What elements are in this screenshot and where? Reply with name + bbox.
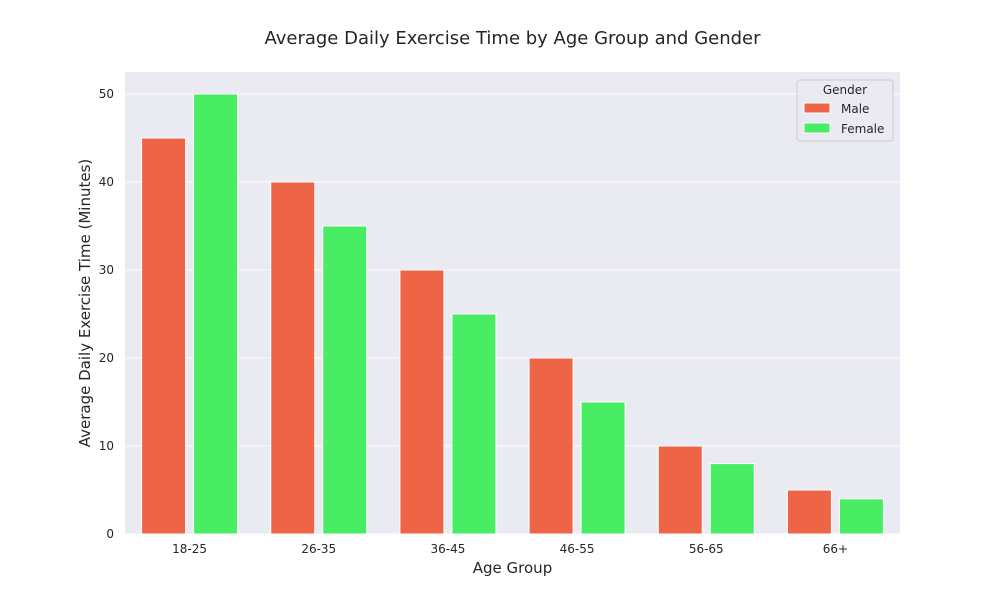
y-tick-label: 20 [99,351,114,365]
gridlines [125,93,900,535]
x-tick-label: 36-45 [430,542,465,556]
legend: Gender Male Female [796,79,894,142]
bar-female-2 [451,313,497,535]
y-tick-labels: 0 10 20 30 40 50 [99,87,114,541]
x-tick-label: 46-55 [560,542,595,556]
x-axis-label: Age Group [473,559,552,577]
y-tick-label: 10 [99,439,114,453]
bar-female-4 [709,463,755,535]
y-tick-label: 30 [99,263,114,277]
bar-female-1 [322,225,368,535]
legend-swatch-male [803,102,831,114]
x-tick-label: 56-65 [689,542,724,556]
y-tick-label: 0 [106,527,114,541]
chart-title: Average Daily Exercise Time by Age Group… [264,28,761,49]
legend-swatch-female [803,122,831,134]
bar-male-3 [528,357,574,535]
y-tick-label: 40 [99,175,114,189]
x-tick-label: 18-25 [172,542,207,556]
bar-female-0 [193,93,239,535]
y-axis-label: Average Daily Exercise Time (Minutes) [76,159,94,448]
x-tick-label: 26-35 [301,542,336,556]
bar-male-0 [141,137,187,535]
bar-female-3 [580,401,626,535]
legend-label-male: Male [841,102,869,116]
bar-female-5 [838,498,884,535]
legend-label-female: Female [841,122,884,136]
legend-title: Gender [823,83,867,97]
x-tick-label: 66+ [823,542,848,556]
plot-background [125,72,900,534]
bar-male-1 [270,181,316,535]
bar-male-4 [657,445,703,535]
x-tick-labels: 18-25 26-35 36-45 46-55 56-65 66+ [172,542,848,556]
bar-male-5 [786,489,832,535]
bar-male-2 [399,269,445,535]
bars [141,93,884,535]
y-tick-label: 50 [99,87,114,101]
